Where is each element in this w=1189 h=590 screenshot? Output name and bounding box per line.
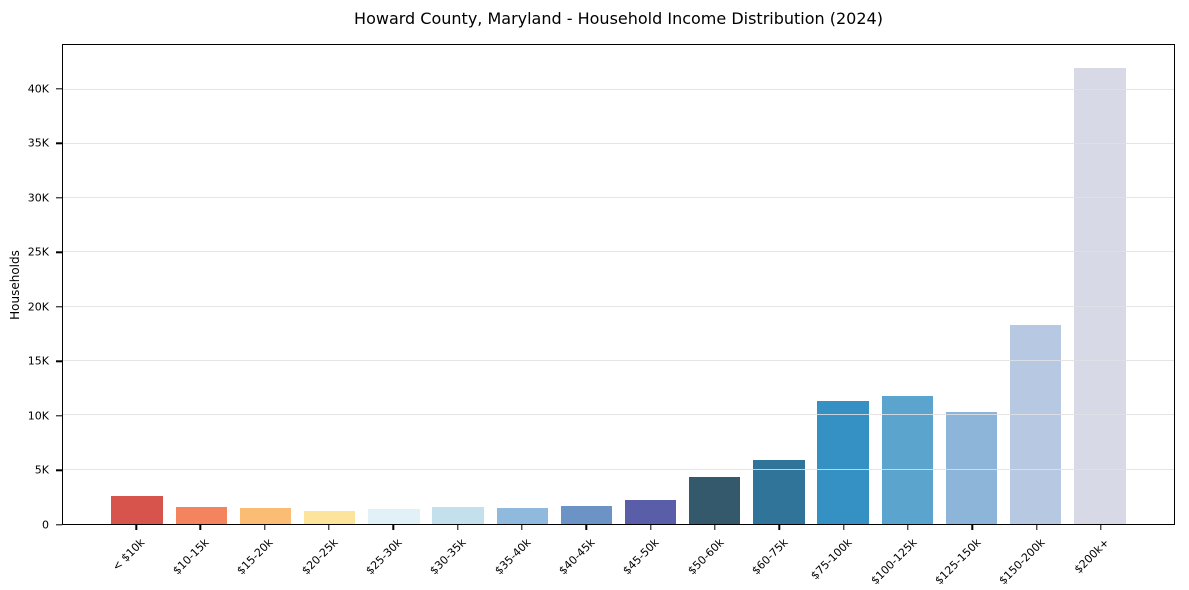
x-tick-mark	[714, 525, 716, 530]
y-tick-mark	[56, 142, 62, 144]
x-tick-mark	[199, 525, 202, 530]
bar-14	[1010, 325, 1062, 524]
x-tick-mark	[1100, 525, 1102, 530]
y-tick-mark	[56, 306, 62, 308]
y-tick-mark	[56, 469, 62, 472]
x-tick-mark	[842, 525, 845, 530]
bar-10	[753, 459, 805, 524]
plot-area	[62, 44, 1175, 525]
bar-slot-4	[362, 45, 426, 524]
y-axis-tick-labels: 0 5K 10K 15K 20K 25K 30K 35K 40K	[0, 44, 56, 531]
x-tick-label: $25-30k	[363, 536, 405, 578]
x-tick-mark	[649, 525, 652, 530]
bar-slot-3	[298, 45, 362, 524]
bar-slot-8	[619, 45, 683, 524]
x-axis-tick-marks	[62, 525, 1175, 530]
x-tick-mark	[907, 525, 909, 530]
y-tick-label: 35K	[27, 136, 49, 150]
x-tick-label: $15-20k	[234, 536, 276, 578]
x-tick-label: $125-150k	[932, 536, 984, 588]
x-tick-mark	[521, 525, 523, 530]
bar-slot-5	[426, 45, 490, 524]
x-tick-label: $45-50k	[620, 536, 662, 578]
x-tick-label: $75-100k	[808, 536, 855, 583]
bar-0	[111, 495, 163, 524]
y-tick-label: 40K	[27, 82, 49, 96]
bar-12	[881, 395, 934, 524]
y-tick-label: 30K	[27, 191, 49, 205]
bar-6	[496, 508, 548, 524]
x-tick-mark	[264, 525, 266, 530]
bar-slot-15	[1068, 45, 1132, 524]
bar-slot-6	[490, 45, 554, 524]
bar-slot-10	[747, 45, 811, 524]
bar-7	[560, 505, 613, 524]
bar-slot-13	[939, 45, 1003, 524]
x-tick-label: $150-200k	[996, 536, 1048, 588]
y-tick-mark	[56, 197, 62, 199]
x-tick-label: $10-15k	[170, 536, 212, 578]
bar-8	[624, 500, 677, 524]
bar-slot-0	[105, 45, 169, 524]
x-tick-label: $35-40k	[491, 536, 534, 578]
y-tick-label: 10K	[27, 409, 49, 423]
y-tick-label: 25K	[27, 245, 49, 259]
x-tick-mark	[135, 525, 137, 530]
x-tick-label: $50-60k	[684, 536, 727, 578]
bar-5	[432, 507, 484, 524]
y-tick-mark	[56, 88, 62, 90]
x-tick-label: $20-25k	[299, 536, 341, 578]
x-tick-mark	[1035, 525, 1038, 530]
y-axis-tick-marks	[56, 44, 62, 526]
x-tick-label: $60-75k	[749, 536, 791, 578]
bar-4	[368, 508, 420, 524]
y-tick-mark	[56, 524, 62, 526]
x-tick-mark	[778, 525, 780, 530]
y-tick-mark	[56, 415, 62, 417]
x-axis-tick-labels: < $10k $10-15k $15-20k $20-25k $25-30k $30-35…	[62, 530, 1175, 590]
bar-1	[175, 506, 227, 524]
y-tick-mark	[56, 251, 62, 254]
y-tick-label: 5K	[34, 463, 49, 477]
bar-13	[945, 412, 998, 524]
bar-slot-9	[683, 45, 747, 524]
y-tick-label: 0	[42, 518, 49, 532]
bar-slot-11	[811, 45, 875, 524]
x-tick-label: $100-125k	[867, 536, 920, 588]
chart-title: Howard County, Maryland - Household Inco…	[354, 9, 883, 28]
bar-3	[303, 510, 356, 524]
y-tick-mark	[56, 360, 62, 363]
x-tick-mark	[392, 525, 395, 530]
x-tick-mark	[328, 525, 330, 530]
y-tick-label: 15K	[27, 354, 49, 368]
bar-slot-14	[1004, 45, 1068, 524]
bars-layer	[105, 45, 1132, 524]
bar-slot-2	[233, 45, 297, 524]
bar-slot-7	[554, 45, 618, 524]
bar-11	[817, 401, 869, 524]
x-tick-label: $30-35k	[427, 536, 469, 578]
bar-9	[689, 477, 741, 524]
x-tick-mark	[971, 525, 973, 530]
y-tick-label: 20K	[27, 300, 49, 314]
bar-slot-12	[875, 45, 939, 524]
x-tick-label: < $10k	[109, 536, 148, 574]
x-tick-label: $200k+	[1072, 536, 1113, 577]
bar-2	[239, 507, 292, 524]
bar-slot-1	[169, 45, 233, 524]
x-tick-label: $40-45k	[556, 536, 598, 578]
x-tick-mark	[457, 525, 459, 530]
x-tick-mark	[585, 525, 588, 530]
bar-15	[1074, 67, 1126, 524]
